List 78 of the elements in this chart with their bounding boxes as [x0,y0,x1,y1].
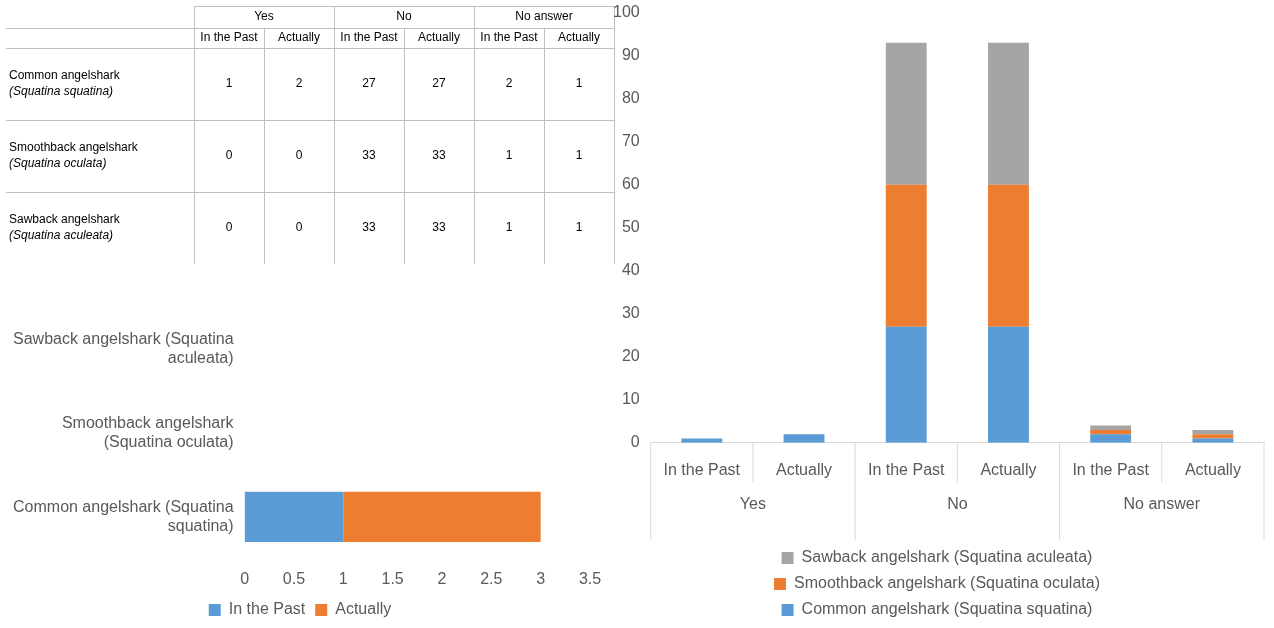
bar [1090,429,1132,435]
x-tick-label: In the Past [340,30,399,45]
y-tick-label: 50 [621,218,640,236]
y-tick-label: 10 [621,390,640,408]
y-tick-label: 30 [621,304,640,322]
x-tick-label: Actually [417,30,461,45]
y-tick-label: 40 [621,261,640,279]
legend-label: Smoothback angelshark (Squatina oculata) [794,574,1100,592]
legend-label: In the Past [228,600,306,618]
x-tick-label: 0.5 [282,569,306,587]
x-tick-label: 3 [536,569,546,587]
data-label: 27 [432,76,446,91]
x-tick-label: 2 [437,569,447,587]
y-tick-label: 60 [621,175,640,193]
data-label: 2 [505,76,513,91]
x-tick-label: Actually [980,460,1037,478]
bar [988,184,1029,327]
y-tick-label: Smoothback angelshark (Squatina oculata) [9,140,139,171]
text: No answer [1123,495,1201,513]
annotation: Yes [254,9,274,24]
bar [1192,438,1234,443]
y-tick-label: 100 [612,3,640,21]
bar [1090,434,1132,443]
x-tick-label: Actually [557,30,601,45]
y-tick-label: Common angelshark (Squatina squatina) [13,497,234,534]
legend-label: Sawback angelshark (Squatina aculeata) [801,548,1093,566]
x-tick-label: 2.5 [480,569,503,587]
text: Yes [739,495,766,513]
y-tick-label: 0 [630,433,640,451]
x-tick-label: 1.5 [381,569,404,587]
data-label: 33 [432,148,446,163]
bar [783,434,825,443]
bar [1192,429,1234,435]
x-tick-label: Actually [776,460,833,478]
data-label: 33 [362,148,376,163]
bar [988,42,1029,185]
x-tick-label: In the Past [200,30,259,45]
x-tick-label: In the Past [480,30,539,45]
y-tick-label: Sawback angelshark (Squatina aculeata) [9,212,121,243]
data-label: 27 [362,76,376,91]
data-label: 1 [575,76,583,91]
legend-label: Actually [335,600,392,618]
bar [1192,434,1234,439]
bar [885,326,927,443]
y-tick-label: Smoothback angelshark (Squatina oculata) [61,413,235,451]
x-tick-label: Actually [277,30,321,45]
y-tick-label: Sawback angelshark (Squatina aculeata) [13,329,234,367]
data-label: 33 [362,220,376,235]
data-label: 0 [295,220,303,235]
x-tick-label: In the Past [663,460,741,478]
bar [681,438,723,443]
annotation: No [396,9,412,24]
annotation: No answer [515,9,573,24]
data-label: 1 [575,220,583,235]
x-tick-label: In the Past [1072,460,1150,478]
x-tick-label: 0 [240,569,250,587]
y-tick-label: Common angelshark (Squatina squatina) [9,68,121,99]
bar [1090,425,1132,430]
data-label: 1 [505,220,513,235]
data-label: 33 [432,220,446,235]
x-tick-label: 1 [338,569,348,587]
data-label: 0 [295,148,303,163]
data-label: 1 [575,148,583,163]
data-label: 1 [225,76,233,91]
y-tick-label: 90 [621,46,640,64]
y-tick-label: 20 [621,347,640,365]
y-tick-label: 70 [621,132,640,150]
bar [988,326,1029,443]
x-tick-label: In the Past [867,460,946,478]
data-label: 1 [505,148,513,163]
data-label: 2 [295,76,303,91]
y-tick-label: 80 [621,89,640,107]
x-tick-label: Actually [1184,460,1241,478]
x-tick-label: 3.5 [578,569,602,587]
text: No [947,495,968,513]
bar [885,42,927,185]
bar [885,184,927,327]
legend-label: Common angelshark (Squatina squatina) [801,600,1093,618]
